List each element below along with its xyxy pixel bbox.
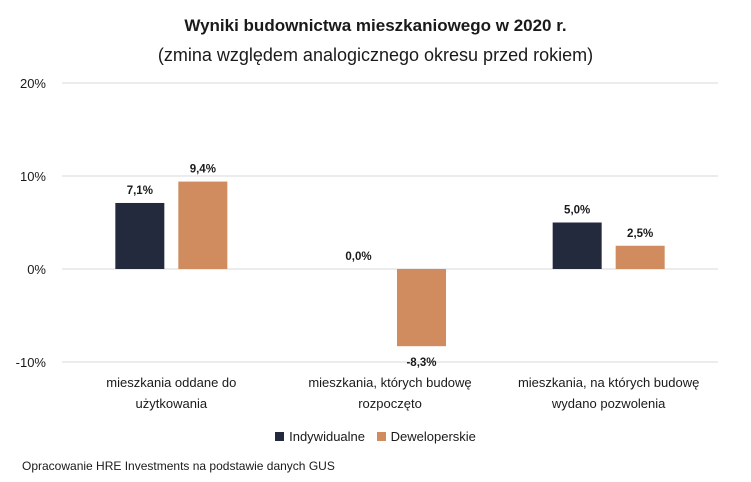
category-label: rozpoczęto: [358, 396, 422, 411]
legend-item-indywidualne: Indywidualne: [275, 429, 365, 444]
legend-swatch-deweloperskie: [376, 432, 386, 441]
legend-item-deweloperskie: Deweloperskie: [376, 429, 476, 444]
bar-deweloperskie: [397, 269, 446, 347]
bar-deweloperskie: [178, 181, 228, 269]
category-label: użytkowania: [136, 396, 208, 411]
bar-deweloperskie: [615, 245, 665, 269]
y-tick-label: -10%: [16, 355, 47, 370]
y-tick-label: 20%: [20, 76, 46, 91]
data-label: 2,5%: [627, 228, 653, 240]
data-label: 5,0%: [564, 205, 590, 217]
legend-label-deweloperskie: Deweloperskie: [390, 429, 476, 444]
legend-swatch-indywidualne: [275, 432, 285, 441]
category-label: wydano pozwolenia: [551, 396, 666, 411]
data-label: 0,0%: [345, 251, 371, 263]
source-note: Opracowanie HRE Investments na podstawie…: [22, 459, 335, 473]
chart-subtitle: (zmina względem analogicznego okresu prz…: [157, 45, 594, 65]
category-label: mieszkania oddane do: [106, 375, 236, 390]
chart-title: Wyniki budownictwa mieszkaniowego w 2020…: [184, 16, 567, 35]
category-label: mieszkania, których budowę: [308, 375, 471, 390]
data-label: 9,4%: [190, 164, 216, 176]
legend-label-indywidualne: Indywidualne: [289, 429, 365, 444]
data-label: -8,3%: [406, 357, 436, 369]
y-tick-label: 10%: [20, 169, 46, 184]
data-label: 7,1%: [127, 185, 153, 197]
y-tick-label: 0%: [27, 262, 46, 277]
bar-indywidualne: [115, 202, 165, 269]
category-label: mieszkania, na których budowę: [518, 375, 699, 390]
legend: Indywidualne Deweloperskie: [0, 429, 751, 444]
bar-indywidualne: [552, 222, 602, 269]
